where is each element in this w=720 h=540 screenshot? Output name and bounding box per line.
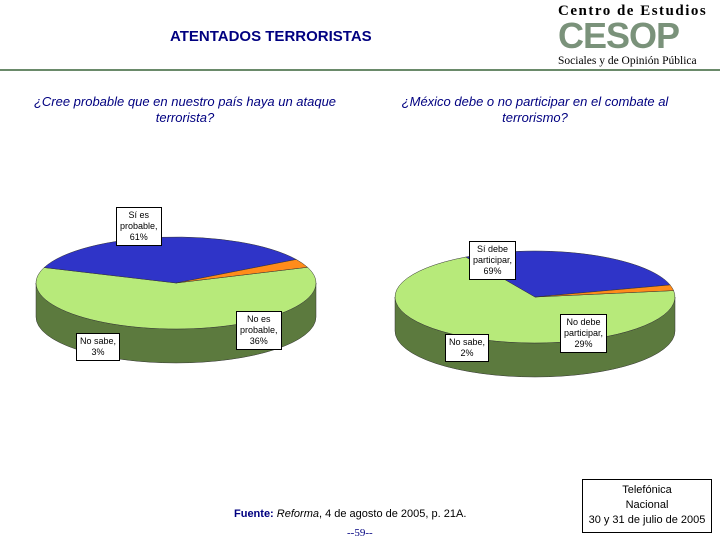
logo-line-3: Sociales y de Opinión Pública	[558, 55, 697, 67]
logo-line-1: Centro de Estudios	[558, 3, 707, 19]
cesop-logo: Centro de Estudios CESOP Sociales y de O…	[558, 3, 707, 67]
chart-1-label-nosabe: No sabe, 3%	[76, 333, 121, 361]
logo-mark: CESOP	[558, 15, 679, 56]
header-rule	[0, 69, 720, 71]
chart-2-question: ¿México debe o no participar en el comba…	[401, 94, 669, 125]
chart-1-slice-no	[43, 236, 297, 284]
chart-2-label-si: Sí debe participar, 69%	[469, 241, 517, 280]
page-number: --59--	[347, 527, 373, 539]
page-title: ATENTADOS TERRORISTAS	[170, 28, 372, 45]
chart-1-label-no: No es probable, 36%	[236, 311, 282, 350]
source-note: Fuente: Reforma, 4 de agosto de 2005, p.…	[234, 508, 467, 520]
chart-1-question: ¿Cree probable que en nuestro país haya …	[33, 94, 337, 125]
chart-2-label-no: No debe participar, 29%	[560, 314, 608, 353]
chart-1-slice-nosabe	[175, 259, 309, 284]
methodology-box: Telefónica Nacional 30 y 31 de julio de …	[582, 479, 712, 533]
chart-2-label-nosabe: No sabe, 2%	[445, 334, 490, 362]
chart-2-slice-nosabe	[534, 284, 675, 298]
chart-1-label-si: Sí es probable, 61%	[116, 207, 162, 246]
